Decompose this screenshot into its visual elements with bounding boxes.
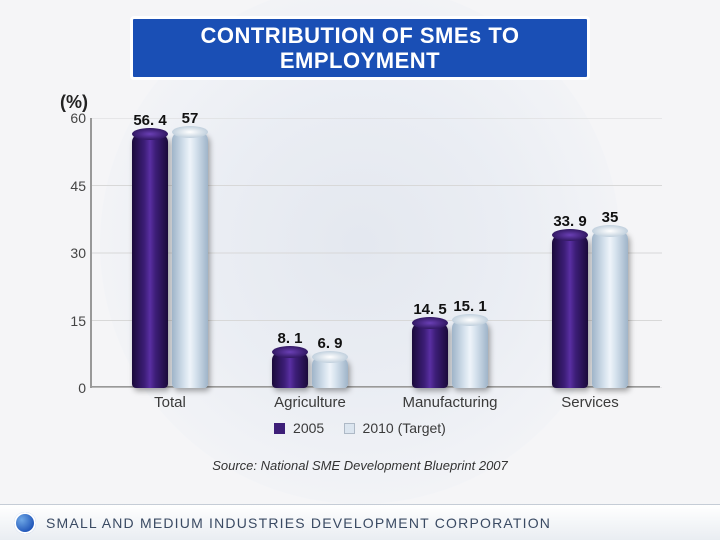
- value-label: 6. 9: [317, 335, 342, 352]
- bar: [132, 134, 168, 388]
- legend-swatch-2010: [344, 423, 355, 434]
- footer-logo-icon: [14, 512, 36, 534]
- value-label: 14. 5: [413, 301, 446, 318]
- bar: [412, 323, 448, 388]
- bar-group: [250, 352, 370, 388]
- legend: 2005 2010 (Target): [60, 420, 660, 436]
- bar-group: [530, 231, 650, 389]
- bar-group: [390, 320, 510, 388]
- footer-text: SMALL AND MEDIUM INDUSTRIES DEVELOPMENT …: [46, 515, 551, 531]
- bar: [452, 320, 488, 388]
- value-label: 35: [602, 209, 619, 226]
- bar: [552, 235, 588, 388]
- value-label: 56. 4: [133, 112, 166, 129]
- value-label: 15. 1: [453, 298, 486, 315]
- y-tick-label: 45: [70, 178, 86, 194]
- category-label: Agriculture: [250, 394, 370, 411]
- bar: [312, 357, 348, 388]
- y-tick-label: 0: [78, 380, 86, 396]
- bar: [272, 352, 308, 388]
- bars-container: [90, 118, 660, 388]
- bar-chart: 015304560 TotalAgricultureManufacturingS…: [60, 118, 660, 418]
- legend-label-2010: 2010 (Target): [363, 420, 446, 436]
- legend-swatch-2005: [274, 423, 285, 434]
- y-tick-label: 30: [70, 245, 86, 261]
- category-label: Manufacturing: [390, 394, 510, 411]
- source-text: Source: National SME Development Bluepri…: [0, 458, 720, 473]
- value-label: 57: [182, 110, 199, 127]
- bar-group: [110, 132, 230, 389]
- bar: [172, 132, 208, 389]
- bar: [592, 231, 628, 389]
- value-label: 33. 9: [553, 213, 586, 230]
- legend-label-2005: 2005: [293, 420, 324, 436]
- category-label: Services: [530, 394, 650, 411]
- y-tick-label: 15: [70, 313, 86, 329]
- y-tick-label: 60: [70, 110, 86, 126]
- footer-bar: SMALL AND MEDIUM INDUSTRIES DEVELOPMENT …: [0, 504, 720, 540]
- chart-title-box: CONTRIBUTION OF SMEs TO EMPLOYMENT: [130, 16, 590, 80]
- value-label: 8. 1: [277, 330, 302, 347]
- category-label: Total: [110, 394, 230, 411]
- chart-title: CONTRIBUTION OF SMEs TO EMPLOYMENT: [133, 23, 587, 74]
